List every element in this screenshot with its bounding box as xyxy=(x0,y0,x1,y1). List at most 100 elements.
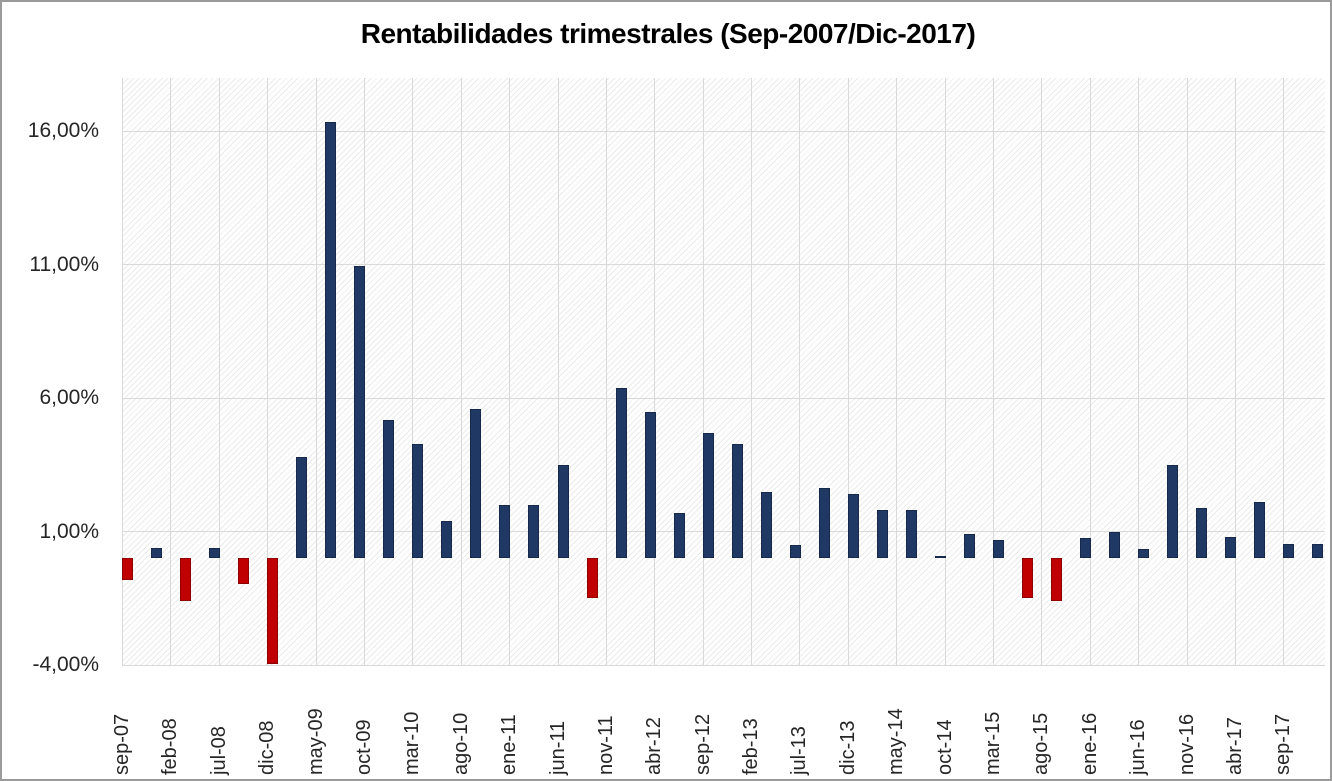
x-axis-tick-label: feb-08 xyxy=(159,718,182,775)
bar xyxy=(905,510,917,559)
x-axis-tick-label: ene-11 xyxy=(498,714,521,775)
x-axis-tick-label: nov-16 xyxy=(1175,713,1198,775)
bar xyxy=(1022,558,1034,599)
x-axis-tick-label: dic-08 xyxy=(256,720,279,775)
chart-title: Rentabilidades trimestrales (Sep-2007/Di… xyxy=(360,18,976,49)
y-axis-tick-label: 11,00% xyxy=(29,252,99,276)
gridline-horizontal xyxy=(122,264,1325,266)
gridline-vertical xyxy=(1186,78,1188,665)
gridline-vertical xyxy=(993,78,995,665)
bar xyxy=(964,534,975,559)
bar xyxy=(412,443,424,559)
plot-area xyxy=(122,78,1325,666)
bar xyxy=(1312,543,1324,559)
gridline-vertical xyxy=(654,78,656,665)
bar xyxy=(876,510,888,559)
x-axis-tick-label: jul-08 xyxy=(207,726,230,775)
y-axis-tick-label: 1,00% xyxy=(39,519,99,543)
x-axis-tick-label: oct-14 xyxy=(933,719,956,775)
gridline-vertical xyxy=(315,78,317,665)
gridline-vertical xyxy=(1234,78,1236,665)
x-axis-tick-label: ago-15 xyxy=(1030,712,1053,775)
gridline-horizontal xyxy=(122,130,1325,132)
gridline-horizontal xyxy=(122,531,1325,533)
gridline-vertical xyxy=(702,78,704,665)
bar xyxy=(499,504,511,559)
bar xyxy=(789,544,801,559)
gridline-vertical xyxy=(605,78,607,665)
bar xyxy=(702,432,714,559)
gridline-horizontal xyxy=(122,664,1325,666)
bar xyxy=(993,539,1005,559)
bar xyxy=(760,491,772,559)
x-axis-tick-label: abr-12 xyxy=(643,717,666,775)
gridline-vertical xyxy=(1041,78,1043,665)
x-axis-tick-label: sep-17 xyxy=(1272,713,1295,775)
y-axis-tick-label: 6,00% xyxy=(39,386,99,410)
bar xyxy=(383,419,395,559)
x-axis-tick-label: mar-15 xyxy=(982,711,1005,775)
gridline-vertical xyxy=(460,78,462,665)
bar xyxy=(180,558,192,601)
gridline-vertical xyxy=(1089,78,1091,665)
bar xyxy=(267,558,279,664)
x-axis-tick-label: oct-09 xyxy=(352,719,375,775)
gridline-vertical xyxy=(799,78,801,665)
bar xyxy=(296,456,308,559)
gridline-vertical xyxy=(751,78,753,665)
y-axis-tick-label: -4,00% xyxy=(32,653,99,676)
x-axis-tick-label: jun-16 xyxy=(1127,719,1150,775)
gridline-horizontal xyxy=(122,397,1325,399)
bar xyxy=(1109,531,1121,559)
bar xyxy=(644,411,656,559)
bar xyxy=(354,266,366,559)
gridline-vertical xyxy=(896,78,898,665)
bar xyxy=(441,520,453,559)
bar xyxy=(1138,548,1150,559)
x-axis-tick-label: ene-16 xyxy=(1078,712,1101,775)
gridline-vertical xyxy=(509,78,511,665)
bar xyxy=(847,494,859,559)
bar xyxy=(615,387,627,559)
gridline-vertical xyxy=(847,78,849,665)
bar xyxy=(557,464,569,559)
x-axis-tick-label: sep-12 xyxy=(691,713,714,775)
x-axis-tick-label: dic-13 xyxy=(836,720,859,775)
gridline-vertical xyxy=(267,78,269,665)
bar xyxy=(325,122,337,559)
bar xyxy=(731,443,743,559)
x-axis-tick-label: jun-11 xyxy=(546,720,569,775)
bar xyxy=(1051,558,1063,601)
bar xyxy=(1196,507,1208,559)
x-axis-tick-label: may-14 xyxy=(885,708,908,775)
bar xyxy=(1254,502,1266,559)
gridline-vertical xyxy=(218,78,220,665)
gridline-vertical xyxy=(1283,78,1285,665)
bar xyxy=(934,555,946,559)
x-axis-tick-label: jul-13 xyxy=(788,726,811,775)
bar xyxy=(673,512,685,559)
bar xyxy=(818,487,830,559)
bar xyxy=(586,558,598,599)
gridline-vertical xyxy=(1138,78,1140,665)
bar xyxy=(151,547,163,559)
y-axis-tick-label: 16,00% xyxy=(27,119,99,143)
x-axis-tick-label: ago-10 xyxy=(449,712,472,775)
gridline-vertical xyxy=(412,78,414,665)
bar xyxy=(1225,536,1237,559)
x-axis-tick-label: abr-17 xyxy=(1223,717,1246,775)
bar xyxy=(1167,464,1179,559)
bar xyxy=(209,547,221,559)
x-axis-tick-label: mar-10 xyxy=(401,711,424,775)
bar xyxy=(1283,543,1295,559)
gridline-vertical xyxy=(170,78,172,665)
bar xyxy=(1080,538,1092,559)
bar xyxy=(122,558,133,580)
bar xyxy=(528,504,540,559)
gridline-vertical xyxy=(122,78,123,665)
x-axis-tick-label: nov-11 xyxy=(594,715,617,775)
gridline-vertical xyxy=(557,78,559,665)
gridline-vertical xyxy=(944,78,946,665)
bar xyxy=(238,558,250,584)
